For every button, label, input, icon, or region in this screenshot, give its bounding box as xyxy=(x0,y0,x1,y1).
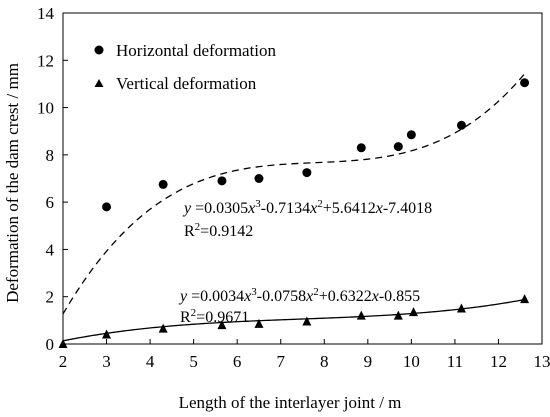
y-tick-label: 10 xyxy=(37,99,54,118)
data-point-horizontal xyxy=(302,168,312,178)
y-axis-label: Deformation of the dam crest / mm xyxy=(3,63,22,303)
data-point-vertical xyxy=(217,320,227,330)
y-tick-label: 6 xyxy=(46,193,55,212)
x-tick-label: 10 xyxy=(403,352,420,371)
data-point-vertical xyxy=(520,294,530,304)
data-point-vertical xyxy=(409,307,419,317)
plot-frame xyxy=(62,12,543,345)
data-point-vertical xyxy=(393,310,403,320)
x-axis-label: Length of the interlayer joint / m xyxy=(179,393,402,412)
x-tick-label: 2 xyxy=(59,352,68,371)
fit-equation-horizontal: y =0.0305x3-0.7134x2+5.6412x-7.4018 xyxy=(182,198,432,217)
y-tick-label: 4 xyxy=(46,240,55,259)
equation-vertical: y =0.0034x3-0.0758x2+0.6322x-0.855 R2=0.… xyxy=(178,286,420,326)
x-tick-label: 13 xyxy=(534,352,550,371)
data-point-vertical xyxy=(254,318,264,328)
x-tick-label: 8 xyxy=(320,352,329,371)
data-point-vertical xyxy=(302,316,312,326)
y-tick-label: 12 xyxy=(37,51,54,70)
fit-r2-vertical: R2=0.9671 xyxy=(180,307,249,326)
x-tick-label: 6 xyxy=(233,352,242,371)
fit-curve-vertical xyxy=(62,298,525,342)
x-tick-label: 4 xyxy=(146,352,155,371)
legend-marker-vertical xyxy=(94,79,104,87)
fit-equation-vertical: y =0.0034x3-0.0758x2+0.6322x-0.855 xyxy=(178,286,420,305)
data-point-horizontal xyxy=(393,142,403,152)
fit-lines xyxy=(62,73,526,342)
data-point-horizontal xyxy=(254,174,264,183)
data-point-horizontal xyxy=(520,78,530,88)
y-tick-label: 0 xyxy=(46,335,55,354)
x-tick-label: 11 xyxy=(447,352,463,371)
y-tick-label: 8 xyxy=(46,146,55,165)
x-tick-label: 3 xyxy=(102,352,111,371)
x-tick-label: 5 xyxy=(189,352,198,371)
y-tick-label: 14 xyxy=(37,4,55,23)
data-point-vertical xyxy=(102,329,112,339)
x-tick-label: 12 xyxy=(490,352,507,371)
x-tick-label: 9 xyxy=(364,352,373,371)
data-point-vertical xyxy=(158,323,168,333)
data-point-vertical xyxy=(58,339,68,348)
data-point-horizontal xyxy=(406,130,416,140)
y-tick-label: 2 xyxy=(46,288,55,307)
data-point-horizontal xyxy=(217,176,227,186)
legend-label-vertical: Vertical deformation xyxy=(116,74,257,93)
legend-label-horizontal: Horizontal deformation xyxy=(116,41,277,60)
fit-curve-horizontal xyxy=(62,73,526,315)
data-point-vertical xyxy=(356,310,366,320)
data-point-horizontal xyxy=(102,202,112,212)
x-tick-label: 7 xyxy=(276,352,285,371)
data-point-horizontal xyxy=(356,143,366,153)
data-point-horizontal xyxy=(158,179,168,189)
data-point-vertical xyxy=(456,303,466,313)
legend-marker-horizontal xyxy=(94,45,104,55)
equation-horizontal: y =0.0305x3-0.7134x2+5.6412x-7.4018 R2=0… xyxy=(182,198,432,240)
data-point-horizontal xyxy=(456,120,466,130)
fit-r2-horizontal: R2=0.9142 xyxy=(184,221,253,240)
data-markers xyxy=(58,78,530,348)
legend: Horizontal deformation Vertical deformat… xyxy=(94,41,277,93)
